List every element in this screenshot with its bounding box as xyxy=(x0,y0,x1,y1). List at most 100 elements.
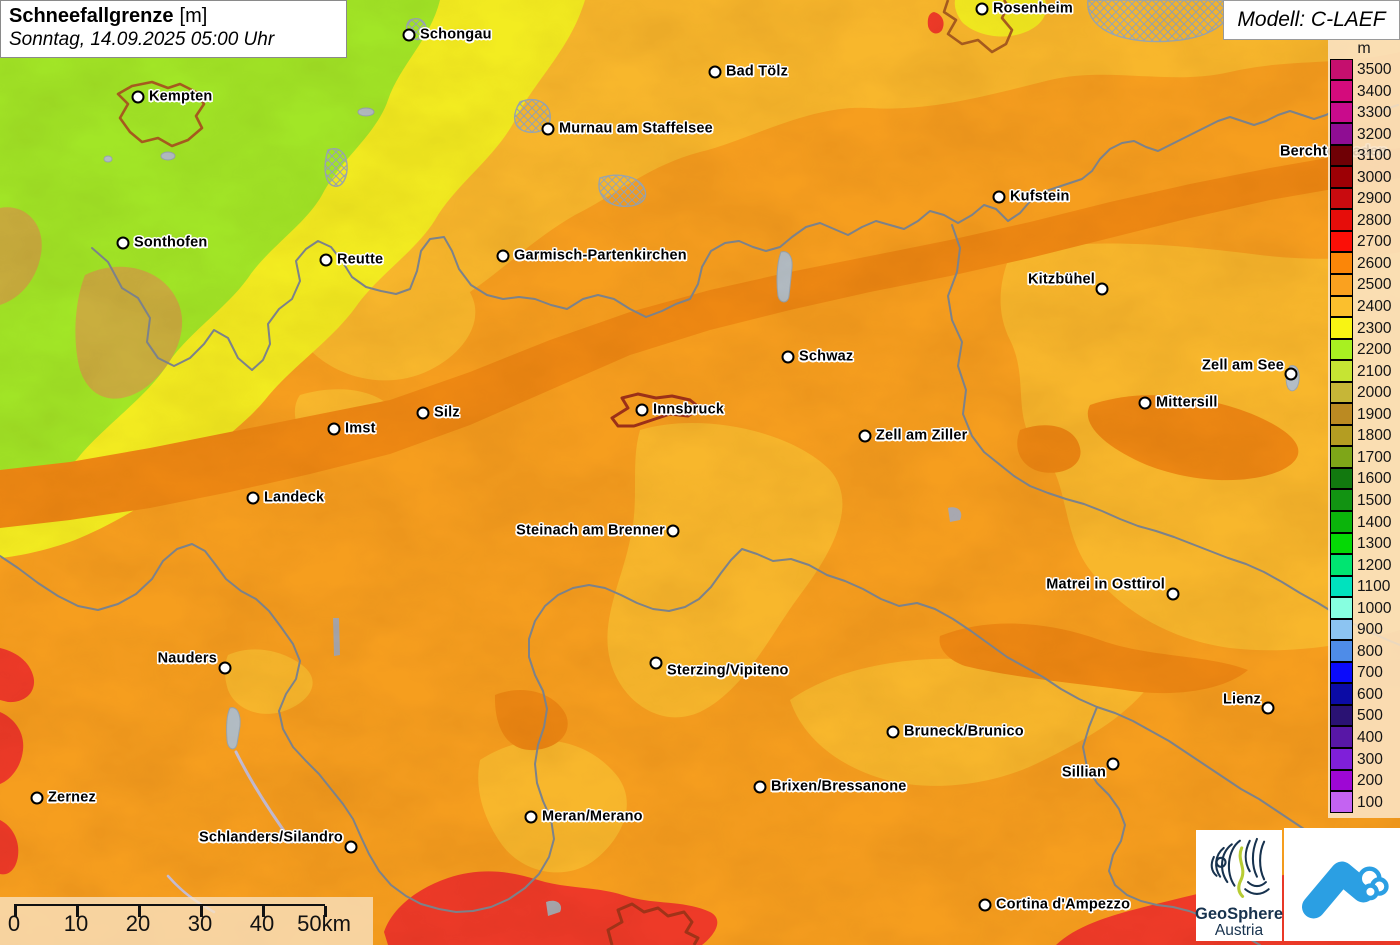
contour-lines-icon xyxy=(1200,830,1278,905)
map-title-line: Schneefallgrenze [m] xyxy=(9,5,334,28)
legend-color-swatch xyxy=(1330,597,1353,619)
legend-rows: 3500 3400 3300 3200 3100 3000 2900 2800 2700 2600… xyxy=(1330,58,1392,813)
legend-value: 3200 xyxy=(1357,125,1392,143)
city-label: Imst xyxy=(345,420,376,437)
geosphere-logo: GeoSphere Austria xyxy=(1194,830,1284,941)
city-label: Nauders xyxy=(157,650,217,667)
city-marker xyxy=(344,840,358,854)
geosphere-logo-text: GeoSphere xyxy=(1194,905,1284,923)
city-marker xyxy=(635,403,649,417)
city-marker xyxy=(246,491,260,505)
legend-row: 900 xyxy=(1330,618,1391,641)
legend-color-swatch xyxy=(1330,661,1353,684)
scale-bar-tick xyxy=(14,906,17,917)
city-marker xyxy=(978,898,992,912)
city-label: Innsbruck xyxy=(653,401,725,418)
mountain-cloud-icon xyxy=(1290,834,1394,935)
city-marker xyxy=(858,429,872,443)
scale-bar-tick-label: 40 xyxy=(249,911,275,936)
legend-color-swatch xyxy=(1330,58,1353,81)
scale-bar-tick xyxy=(262,906,265,917)
legend-value: 3100 xyxy=(1357,147,1392,165)
scale-bar-tick xyxy=(324,906,327,917)
legend: m 3500 3400 3300 3200 3100 3000 2900 2800 2700 26… xyxy=(1328,38,1400,818)
city-marker xyxy=(992,190,1006,204)
city-marker xyxy=(327,422,341,436)
legend-color-swatch xyxy=(1330,187,1353,210)
legend-color-swatch xyxy=(1330,273,1353,296)
legend-color-swatch xyxy=(1330,510,1353,533)
legend-value: 2600 xyxy=(1357,254,1392,272)
city-marker xyxy=(708,65,722,79)
legend-color-swatch xyxy=(1330,467,1353,490)
legend-value: 2700 xyxy=(1357,233,1392,251)
city-label: Kitzbühel xyxy=(1027,271,1095,288)
city-marker xyxy=(402,28,416,42)
scale-bar-tick xyxy=(76,906,79,917)
legend-value: 3500 xyxy=(1357,61,1392,79)
city-label: Schwaz xyxy=(799,348,854,365)
legend-row: 1800 xyxy=(1330,424,1392,447)
legend-color-swatch xyxy=(1330,230,1353,253)
legend-value: 3300 xyxy=(1357,104,1392,122)
title-box: Schneefallgrenze [m] Sonntag, 14.09.2025 … xyxy=(0,0,347,58)
map-title-unit: [m] xyxy=(179,5,208,27)
legend-row: 1700 xyxy=(1330,446,1391,469)
legend-color-swatch xyxy=(1330,726,1353,748)
legend-color-swatch xyxy=(1330,403,1353,425)
city-label: Murnau am Staffelsee xyxy=(559,120,713,137)
legend-row: 2900 xyxy=(1330,187,1392,210)
legend-color-swatch xyxy=(1330,144,1353,167)
legend-value: 1000 xyxy=(1357,599,1392,617)
city-marker xyxy=(30,791,44,805)
city-marker xyxy=(1106,757,1120,771)
legend-color-swatch xyxy=(1330,683,1353,705)
legend-value: 1500 xyxy=(1357,491,1392,509)
legend-value: 300 xyxy=(1357,750,1383,768)
legend-color-swatch xyxy=(1330,618,1353,641)
city-marker xyxy=(1284,367,1298,381)
legend-unit-label: m xyxy=(1357,40,1371,57)
legend-row: 200 xyxy=(1330,769,1391,792)
city-label: Kempten xyxy=(149,88,213,105)
city-marker xyxy=(666,524,680,538)
city-marker xyxy=(975,2,989,16)
city-label: Bad Tölz xyxy=(726,63,789,80)
legend-value: 100 xyxy=(1357,793,1383,811)
city-label: Kufstein xyxy=(1010,188,1070,205)
legend-value: 1800 xyxy=(1357,427,1392,445)
city-label: Sillian xyxy=(1061,764,1106,781)
legend-row: 1300 xyxy=(1330,532,1392,555)
legend-row: 1000 xyxy=(1330,597,1392,620)
legend-value: 600 xyxy=(1357,685,1383,703)
legend-value: 700 xyxy=(1357,664,1383,682)
city-boundary-outlines xyxy=(116,0,1014,945)
city-marker xyxy=(218,661,232,675)
city-label: Silz xyxy=(434,404,460,421)
city-marker xyxy=(886,725,900,739)
legend-value: 1300 xyxy=(1357,535,1392,553)
city-marker xyxy=(1138,396,1152,410)
legend-color-swatch xyxy=(1330,209,1353,231)
city-label: Sterzing/Vipiteno xyxy=(667,662,789,679)
legend-value: 1400 xyxy=(1357,513,1392,531)
legend-color-swatch xyxy=(1330,252,1353,274)
legend-value: 2900 xyxy=(1357,190,1392,208)
geosphere-logo-subtext: Austria xyxy=(1214,922,1264,940)
legend-row: 3300 xyxy=(1330,101,1392,124)
model-box: Modell: C-LAEF xyxy=(1223,0,1400,40)
legend-row: 2300 xyxy=(1330,317,1391,340)
legend-color-swatch xyxy=(1330,532,1353,555)
city-marker xyxy=(524,810,538,824)
city-marker xyxy=(319,253,333,267)
legend-row: 300 xyxy=(1330,748,1391,771)
city-label: Rosenheim xyxy=(993,0,1073,17)
legend-color-swatch xyxy=(1330,338,1353,361)
legend-row: 600 xyxy=(1330,683,1391,706)
city-label: Reutte xyxy=(337,251,384,268)
legend-value: 400 xyxy=(1357,728,1383,746)
scale-bar-tick-label: 10 xyxy=(63,911,89,936)
legend-row: 3400 xyxy=(1330,80,1391,103)
legend-row: 1200 xyxy=(1330,554,1391,577)
